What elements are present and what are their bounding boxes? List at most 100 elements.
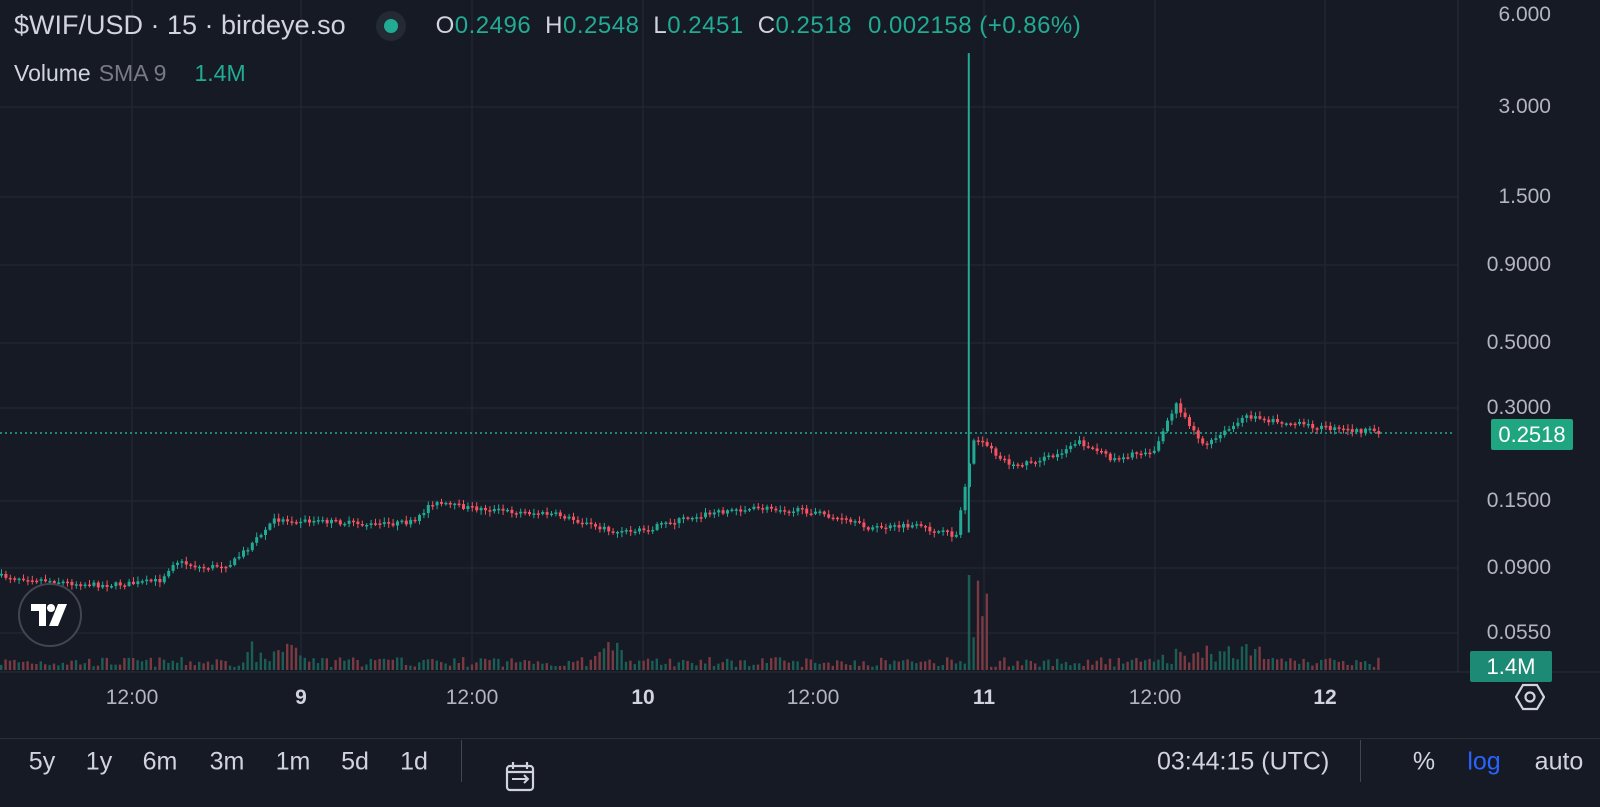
symbol-title[interactable]: $WIF/USD · 15 · birdeye.so: [14, 10, 346, 40]
volume-bar: [541, 663, 544, 670]
volume-bar: [721, 662, 724, 670]
volume-bar: [70, 660, 73, 670]
candle: [1232, 425, 1235, 430]
candle: [1368, 428, 1372, 431]
candle: [1126, 457, 1130, 459]
range-button-5d[interactable]: 5d: [341, 747, 369, 776]
candle: [101, 584, 105, 588]
candle: [224, 566, 228, 569]
volume-bar: [774, 657, 777, 670]
volume-bar: [57, 665, 60, 670]
volume-bar: [1108, 658, 1112, 670]
utc-clock[interactable]: 03:44:15 (UTC): [1157, 747, 1330, 776]
candle: [963, 486, 967, 511]
volume-bar: [1064, 661, 1068, 670]
volume-bar: [866, 665, 870, 670]
volume-bar: [616, 642, 619, 670]
volume-bar: [1293, 660, 1296, 670]
volume-bar: [171, 660, 174, 670]
candle: [950, 531, 954, 537]
chart-legend: $WIF/USD · 15 · birdeye.so O 0.2496 H 0.25…: [14, 10, 1081, 41]
candle: [470, 506, 474, 508]
candle: [294, 522, 298, 524]
range-button-1d[interactable]: 1d: [400, 747, 428, 776]
volume-bar: [523, 659, 526, 670]
volume-bar: [118, 664, 122, 670]
log-scale-toggle[interactable]: log: [1467, 747, 1501, 776]
candle: [800, 508, 804, 510]
auto-scale-toggle[interactable]: auto: [1534, 747, 1584, 776]
volume-bar: [682, 659, 685, 670]
candle: [242, 550, 245, 557]
candle: [550, 513, 553, 516]
volume-bar: [690, 662, 694, 670]
volume-bar: [1315, 663, 1318, 670]
price-tick-label: 3.000: [1498, 95, 1551, 118]
volume-bar: [250, 641, 254, 670]
range-button-1y[interactable]: 1y: [85, 747, 113, 776]
range-button-6m[interactable]: 6m: [142, 747, 178, 776]
range-button-3m[interactable]: 3m: [209, 747, 245, 776]
candle: [985, 441, 989, 446]
candle: [919, 524, 923, 527]
candle: [558, 512, 562, 517]
volume-bar: [602, 648, 606, 670]
volume-bar: [976, 580, 980, 670]
volume-bar: [303, 657, 306, 670]
range-button-1m[interactable]: 1m: [275, 747, 311, 776]
volume-bar: [514, 662, 518, 670]
volume-bar: [519, 661, 522, 670]
candle: [906, 523, 910, 528]
candle: [752, 506, 756, 509]
volume-legend[interactable]: Volume SMA 9 1.4M: [14, 60, 246, 87]
candle: [976, 440, 980, 442]
volume-bar: [796, 661, 799, 670]
price-tick-label: 0.0900: [1486, 556, 1551, 579]
volume-bar: [422, 659, 425, 670]
candle: [1210, 439, 1213, 445]
volume-bar: [448, 665, 452, 670]
volume-bar: [1166, 663, 1169, 670]
volume-bar: [902, 660, 905, 670]
candle: [299, 521, 303, 524]
volume-bar: [1254, 648, 1257, 670]
volume-bar: [1192, 653, 1195, 670]
tradingview-logo-icon[interactable]: [18, 583, 82, 647]
volume-bar: [167, 662, 170, 670]
price-tick-label: 0.3000: [1486, 396, 1551, 419]
volume-bar: [365, 664, 368, 670]
volume-bar: [1214, 661, 1217, 670]
candle: [831, 517, 835, 520]
volume-bar: [413, 666, 416, 670]
volume-bar: [765, 662, 768, 670]
volume-bar: [1100, 657, 1103, 670]
candle: [382, 522, 386, 524]
volume-bar: [466, 666, 469, 670]
date-range-icon[interactable]: [503, 760, 537, 794]
settings-icon[interactable]: [1515, 682, 1545, 712]
volume-bar: [145, 659, 148, 670]
volume-bar: [1174, 648, 1178, 670]
candle: [154, 579, 157, 582]
candle: [1293, 423, 1297, 426]
volume-bar: [1306, 662, 1310, 670]
candle: [1183, 412, 1187, 418]
candle: [1152, 450, 1156, 453]
volume-bar: [13, 659, 16, 670]
volume-bar: [462, 657, 465, 670]
time-tick-label: 10: [631, 686, 655, 709]
candle: [528, 511, 531, 515]
volume-bar: [1232, 658, 1235, 670]
candle: [739, 509, 743, 512]
range-button-5y[interactable]: 5y: [28, 747, 56, 776]
candle: [532, 513, 536, 515]
candle: [61, 581, 65, 584]
volume-bar: [567, 660, 570, 670]
percent-scale-toggle[interactable]: %: [1412, 747, 1436, 776]
volume-bar: [629, 660, 632, 670]
candle: [1342, 428, 1345, 431]
candle: [396, 521, 399, 526]
candle: [893, 525, 897, 527]
volume-bar: [532, 663, 535, 670]
